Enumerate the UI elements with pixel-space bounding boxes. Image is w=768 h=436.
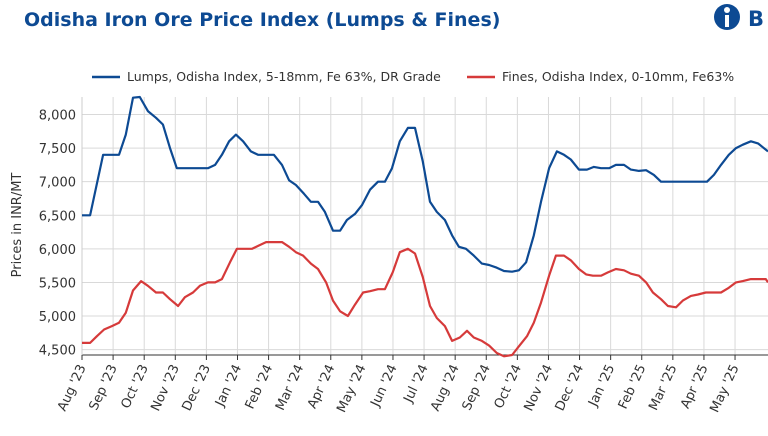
x-tick-label: Dec '24 (553, 362, 587, 413)
x-tick-label: Sep '24 (460, 362, 494, 413)
legend-label: Fines, Odisha Index, 0-10mm, Fe63% (502, 69, 734, 84)
x-tick-label: Jun '24 (368, 362, 401, 410)
x-tick-label: Jan '25 (586, 362, 619, 409)
x-tick-label: Feb '25 (616, 362, 650, 411)
x-tick-label: Aug '23 (55, 362, 90, 413)
y-tick-label: 5,500 (39, 276, 76, 291)
y-axis-label: Prices in INR/MT (10, 173, 25, 278)
y-tick-label: 6,500 (39, 209, 76, 224)
x-tick-label: May '25 (707, 362, 742, 415)
x-tick-label: Nov '23 (148, 362, 183, 413)
series-line (82, 241, 768, 358)
x-tick-label: Nov '24 (522, 362, 557, 413)
x-tick-label: Dec '23 (180, 362, 214, 413)
x-tick-label: Jul '24 (401, 362, 432, 405)
x-tick-label: Oct '23 (118, 362, 151, 411)
logo-text: B (748, 7, 764, 31)
x-tick-label: Jan '24 (212, 362, 245, 409)
y-tick-label: 7,500 (39, 142, 76, 157)
x-tick-label: Mar '24 (273, 362, 307, 413)
chart-title: Odisha Iron Ore Price Index (Lumps & Fin… (24, 9, 500, 31)
legend-label: Lumps, Odisha Index, 5-18mm, Fe 63%, DR … (127, 69, 441, 84)
x-tick-label: Sep '23 (87, 362, 121, 413)
x-tick-label: May '24 (334, 362, 369, 415)
x-tick-label: Feb '24 (243, 362, 277, 411)
x-tick-label: Oct '24 (492, 362, 525, 411)
y-tick-label: 8,000 (39, 108, 76, 123)
y-tick-label: 5,000 (39, 310, 76, 325)
x-tick-label: Apr '24 (305, 362, 338, 411)
series-line (82, 95, 768, 273)
x-tick-label: Apr '25 (678, 362, 711, 411)
y-tick-label: 4,500 (39, 344, 76, 359)
x-tick-label: Aug '24 (428, 362, 463, 413)
logo-icon-head (724, 7, 730, 13)
y-tick-label: 7,000 (39, 176, 76, 191)
logo-icon-body (725, 15, 729, 27)
y-tick-label: 6,000 (39, 243, 76, 258)
x-tick-label: Mar '25 (646, 362, 680, 413)
